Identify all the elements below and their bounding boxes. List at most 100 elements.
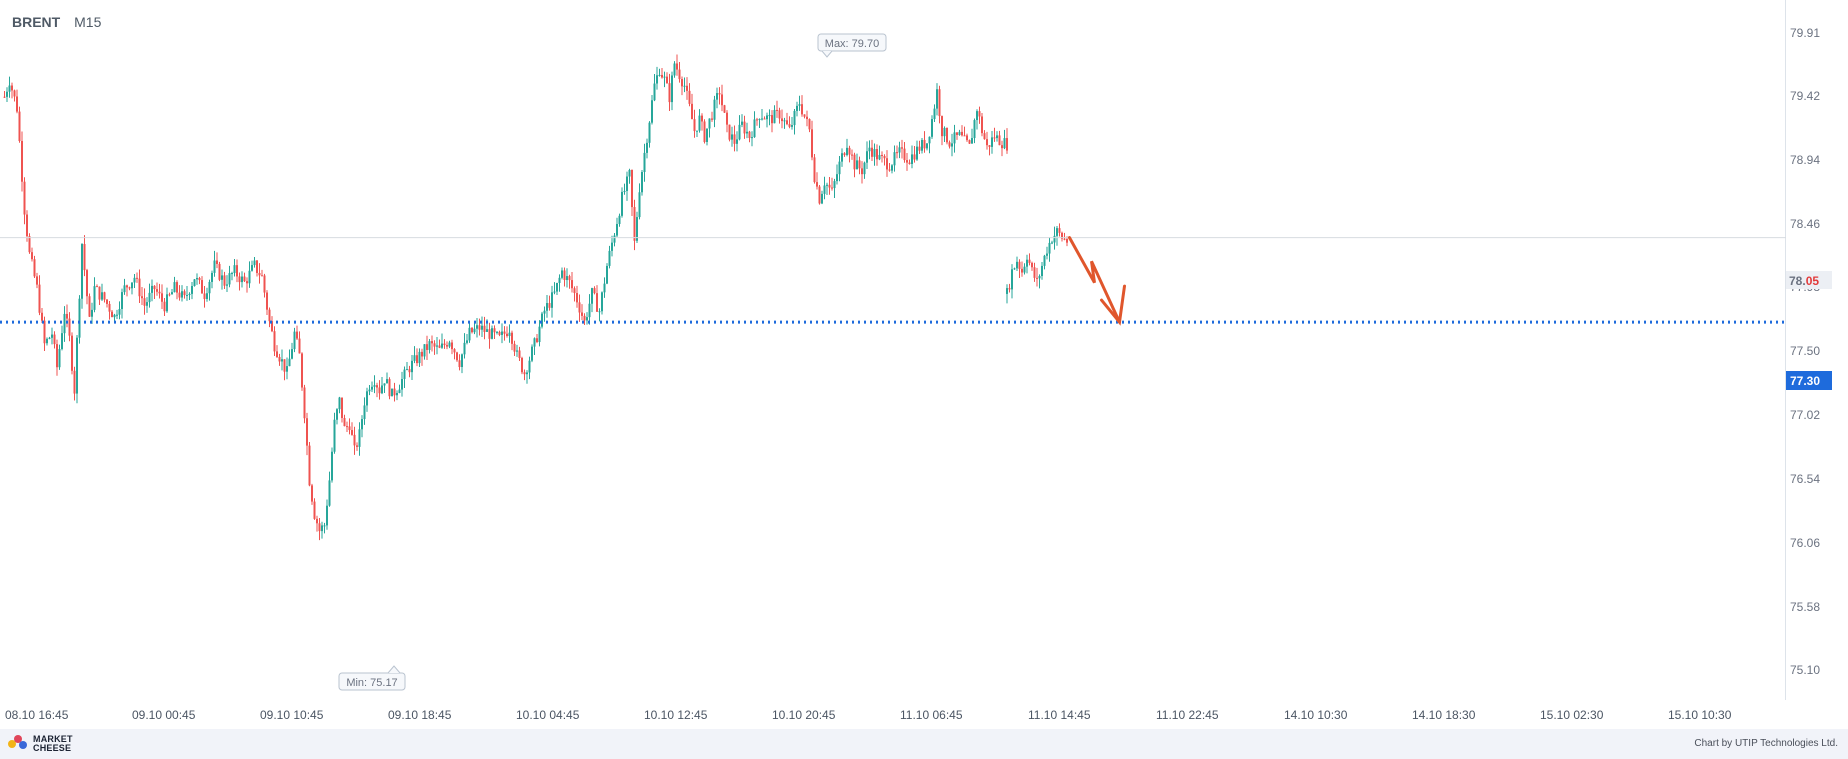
candle-body bbox=[326, 505, 328, 526]
candle-body bbox=[616, 223, 618, 236]
candle-body bbox=[821, 193, 823, 204]
candle-body bbox=[313, 501, 316, 519]
candle-body bbox=[608, 250, 611, 266]
candle-body bbox=[723, 105, 726, 113]
candle-body bbox=[926, 143, 928, 149]
candle-body bbox=[331, 451, 333, 481]
x-tick-label: 09.10 10:45 bbox=[260, 708, 324, 722]
candle-body bbox=[858, 160, 861, 169]
candle-body bbox=[1018, 261, 1021, 269]
candle-body bbox=[1058, 228, 1061, 233]
candle-body bbox=[136, 277, 138, 279]
candle-body bbox=[196, 277, 198, 280]
candle-body bbox=[76, 337, 78, 394]
candle-body bbox=[221, 275, 223, 280]
candle-body bbox=[881, 154, 883, 157]
candle-body bbox=[336, 409, 338, 420]
candle-body bbox=[908, 162, 911, 164]
candle-body bbox=[598, 311, 601, 313]
candle-body bbox=[416, 355, 418, 364]
candle-body bbox=[356, 445, 358, 447]
candle-body bbox=[648, 122, 651, 143]
candle-body bbox=[843, 153, 846, 156]
candle-body bbox=[673, 63, 676, 76]
x-tick-label: 14.10 10:30 bbox=[1284, 708, 1348, 722]
x-tick-label: 10.10 20:45 bbox=[772, 708, 836, 722]
max-marker-label: Max: 79.70 bbox=[825, 38, 879, 50]
candle-body bbox=[751, 137, 753, 139]
overlays-layer bbox=[0, 236, 1786, 326]
candle-body bbox=[781, 118, 783, 122]
candle-body bbox=[498, 331, 501, 335]
candle-body bbox=[918, 146, 921, 151]
candle-body bbox=[288, 358, 291, 367]
candle-body bbox=[803, 114, 806, 117]
candle-body bbox=[573, 288, 576, 294]
candles-layer bbox=[3, 54, 1068, 541]
y-tick-label: 77.02 bbox=[1790, 408, 1820, 422]
candle-body bbox=[946, 127, 948, 143]
candle-body bbox=[351, 430, 353, 435]
candle-body bbox=[878, 154, 881, 160]
candle-body bbox=[78, 298, 81, 338]
candle-body bbox=[458, 360, 461, 368]
candle-body bbox=[118, 309, 121, 315]
candle-body bbox=[476, 325, 478, 329]
x-tick-label: 15.10 10:30 bbox=[1668, 708, 1732, 722]
candle-body bbox=[396, 392, 398, 396]
candle-body bbox=[678, 69, 681, 80]
logo-text-line1: MARKET bbox=[33, 734, 73, 744]
candle-body bbox=[408, 369, 411, 373]
candle-body bbox=[383, 383, 386, 386]
candle-body bbox=[903, 148, 906, 161]
candle-body bbox=[663, 76, 666, 78]
candle-body bbox=[41, 312, 43, 321]
candle-body bbox=[1046, 253, 1048, 256]
candle-body bbox=[446, 345, 448, 347]
candle-body bbox=[273, 331, 276, 352]
candle-body bbox=[111, 311, 113, 318]
candle-body bbox=[121, 292, 123, 310]
target-price-text: 77.30 bbox=[1790, 374, 1820, 388]
candle-body bbox=[768, 115, 771, 117]
candle-body bbox=[161, 293, 163, 302]
candle-body bbox=[693, 119, 696, 132]
candle-body bbox=[173, 282, 176, 293]
candle-body bbox=[456, 352, 458, 361]
candle-body bbox=[343, 417, 346, 427]
candle-body bbox=[16, 96, 18, 112]
candle-body bbox=[33, 259, 36, 277]
candle-body bbox=[193, 279, 196, 287]
candle-body bbox=[21, 140, 23, 182]
y-tick-label: 75.10 bbox=[1790, 663, 1820, 677]
candle-body bbox=[636, 217, 638, 241]
candle-body bbox=[1061, 232, 1063, 239]
candle-body bbox=[6, 91, 8, 97]
candle-body bbox=[823, 185, 826, 194]
candle-body bbox=[113, 314, 116, 318]
candle-body bbox=[168, 294, 171, 296]
candle-body bbox=[701, 115, 703, 122]
candle-body bbox=[346, 426, 348, 428]
candle-body bbox=[871, 147, 873, 157]
candle-body bbox=[976, 111, 978, 121]
candle-body bbox=[186, 295, 188, 297]
candle-body bbox=[708, 118, 711, 129]
candle-body bbox=[491, 328, 493, 339]
candle-body bbox=[658, 74, 661, 76]
logo-icon bbox=[8, 735, 28, 753]
candle-body bbox=[566, 276, 568, 281]
candle-body bbox=[691, 103, 693, 120]
candle-body bbox=[138, 278, 141, 297]
candle-body bbox=[261, 275, 263, 277]
candle-body bbox=[776, 109, 778, 111]
candle-body bbox=[916, 146, 918, 160]
price-chart[interactable]: 79.91 79.42 78.94 78.46 77.98 77.50 77.0… bbox=[0, 0, 1848, 729]
candle-body bbox=[183, 291, 186, 296]
candle-body bbox=[998, 135, 1001, 146]
candle-body bbox=[848, 147, 851, 155]
candle-body bbox=[341, 397, 343, 418]
y-tick-label: 76.06 bbox=[1790, 536, 1820, 550]
candle-body bbox=[978, 111, 981, 117]
candle-body bbox=[548, 303, 551, 308]
